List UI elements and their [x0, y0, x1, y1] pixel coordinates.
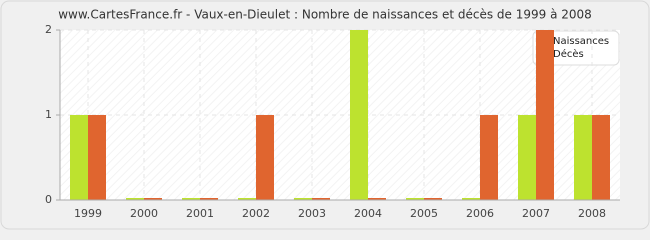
x-tick-label: 2003	[298, 207, 326, 220]
bar	[350, 30, 368, 200]
y-tick-label: 1	[45, 108, 52, 121]
bar	[462, 198, 480, 200]
y-tick-label: 0	[45, 193, 52, 206]
chart: www.CartesFrance.fr - Vaux-en-Dieulet : …	[0, 0, 650, 230]
x-tick-label: 2004	[354, 207, 382, 220]
legend-label: Naissances	[553, 36, 609, 47]
bar	[126, 198, 144, 200]
bar	[536, 30, 554, 200]
bar	[312, 198, 330, 200]
x-tick-label: 2001	[186, 207, 214, 220]
bar	[368, 198, 386, 200]
chart-title: www.CartesFrance.fr - Vaux-en-Dieulet : …	[58, 8, 592, 22]
bar	[256, 115, 274, 200]
bar	[592, 115, 610, 200]
legend-box	[532, 30, 620, 66]
bar	[294, 198, 312, 200]
y-tick-label: 2	[45, 23, 52, 36]
bar	[238, 198, 256, 200]
x-tick-label: 2005	[410, 207, 438, 220]
bar	[70, 115, 88, 200]
x-tick-label: 1999	[74, 207, 102, 220]
bar	[88, 115, 106, 200]
legend-label: Décès	[553, 48, 584, 60]
bar	[144, 198, 162, 200]
x-tick-label: 2000	[130, 207, 158, 220]
bar	[424, 198, 442, 200]
bar	[182, 198, 200, 200]
bar	[574, 115, 592, 200]
bar	[518, 115, 536, 200]
x-tick-label: 2007	[522, 207, 550, 220]
x-tick-label: 2008	[578, 207, 606, 220]
x-tick-label: 2006	[466, 207, 494, 220]
bar	[200, 198, 218, 200]
bar	[480, 115, 498, 200]
bar	[406, 198, 424, 200]
x-tick-label: 2002	[242, 207, 270, 220]
